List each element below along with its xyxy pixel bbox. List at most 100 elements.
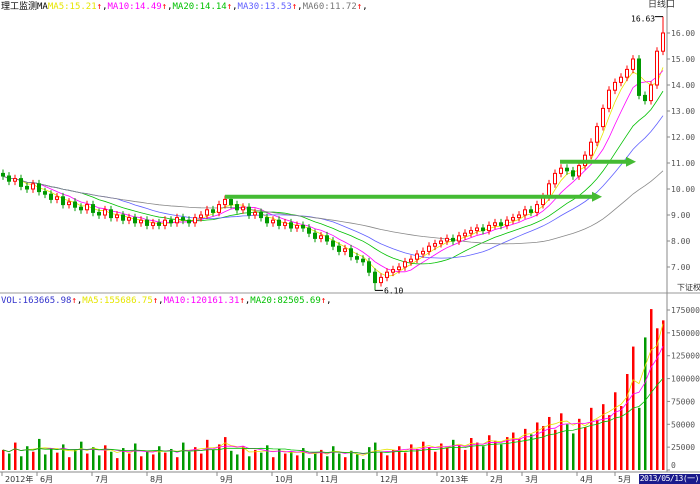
candle-down: [97, 211, 101, 216]
date-tick-label: 2013年: [440, 474, 468, 484]
volume-bar-up: [254, 449, 257, 470]
candle-down: [157, 222, 161, 226]
price-tick-label: 12.00: [671, 133, 695, 142]
candle-up: [67, 201, 71, 206]
candle-up: [343, 248, 347, 252]
candle-down: [121, 214, 125, 221]
price-tick-label: 7.00: [671, 263, 690, 272]
volume-bar-down: [230, 450, 233, 470]
date-tick-label: 7月: [95, 475, 108, 484]
volume-bar-down: [8, 453, 11, 470]
candle-up: [517, 214, 521, 219]
volume-bar-down: [26, 446, 29, 470]
volume-bar-up: [560, 413, 563, 470]
adjust-label[interactable]: 下证权: [677, 283, 700, 292]
candle-up: [295, 224, 299, 229]
price-tick-label: 15.00: [671, 55, 695, 64]
volume-bar-up: [392, 449, 395, 470]
date-tick-label: 11月: [320, 475, 338, 484]
ma5-value: MA5:15.21: [47, 2, 97, 12]
date-tick-label: 12月: [380, 475, 398, 484]
volume-bar-up: [620, 406, 623, 470]
volume-bar-up: [206, 439, 209, 470]
volume-bar-down: [92, 447, 95, 470]
candle-up: [391, 269, 395, 273]
candle-down: [643, 94, 647, 102]
volume-tick-label: 0: [671, 461, 676, 470]
candle-down: [1, 172, 5, 177]
candle-up: [253, 211, 257, 216]
volume-bar-up: [32, 451, 35, 470]
candle-down: [301, 224, 305, 229]
volume-bar-down: [374, 442, 377, 470]
volume-bar-up: [464, 449, 467, 470]
volume-bar-up: [140, 456, 143, 470]
candle-up: [535, 204, 539, 213]
volume-bar-up: [194, 447, 197, 470]
candle-up: [151, 222, 155, 226]
volume-bars: [2, 309, 665, 470]
volume-bar-up: [152, 454, 155, 470]
date-tick-label: 6月: [40, 475, 53, 484]
candle-down: [373, 271, 377, 284]
volume-bar-up: [614, 392, 617, 470]
volume-bar-down: [290, 451, 293, 470]
volume-bar-up: [584, 427, 587, 470]
period-label[interactable]: 日线口: [648, 0, 676, 10]
candle-down: [79, 206, 83, 211]
volume-bar-up: [512, 432, 515, 470]
candle-down: [349, 248, 353, 258]
volume-bar-up: [284, 453, 287, 470]
candle-down: [49, 193, 53, 200]
candle-down: [565, 167, 569, 172]
date-tick-label: 10月: [275, 475, 293, 484]
candle-up: [439, 240, 443, 245]
volume-bar-up: [536, 422, 539, 470]
volume-bar-up: [596, 419, 599, 470]
high-label: 16.63: [631, 15, 655, 24]
candle-down: [211, 209, 215, 213]
volume-ma10-line: [2, 346, 664, 455]
candle-down: [133, 217, 137, 224]
volume-bar-up: [386, 455, 389, 470]
volume-bar-up: [590, 407, 593, 470]
volume-bar-up: [656, 328, 659, 470]
price-tick-label: 14.00: [671, 81, 695, 90]
candle-down: [451, 237, 455, 242]
candle-up: [85, 204, 89, 211]
candle-down: [289, 222, 293, 229]
ma20-value: MA20:14.14: [172, 2, 227, 12]
price-tick-label: 10.00: [671, 185, 695, 194]
volume-bar-up: [440, 443, 443, 470]
candle-up: [559, 167, 563, 174]
candle-up: [385, 271, 389, 278]
candle-up: [607, 89, 611, 109]
volume-bar-up: [128, 453, 131, 470]
candle-up: [493, 222, 497, 226]
volume-bar-up: [404, 452, 407, 470]
candle-down: [169, 219, 173, 224]
volume-tick-label: 100000: [671, 375, 700, 384]
candle-up: [223, 198, 227, 206]
volume-bar-up: [68, 457, 71, 470]
volume-bar-up: [398, 446, 401, 470]
candle-up: [163, 219, 167, 226]
date-tick-label: 5月: [618, 475, 631, 484]
volume-bar-down: [500, 444, 503, 470]
volume-bar-down: [146, 450, 149, 470]
volume-bar-down: [188, 451, 191, 470]
volume-bar-up: [176, 457, 179, 470]
candle-up: [397, 266, 401, 271]
volume-bar-up: [434, 451, 437, 470]
stock-name: 理工监测: [1, 2, 38, 12]
candle-up: [319, 235, 323, 239]
candle-up: [619, 76, 623, 83]
date-tick-label: 2月: [490, 475, 503, 484]
candle-up: [139, 219, 143, 224]
candle-up: [283, 222, 287, 226]
volume-bar-up: [410, 444, 413, 470]
price-tick-label: 11.00: [671, 159, 695, 168]
candle-down: [19, 178, 23, 187]
volume-bar-down: [80, 441, 83, 470]
candle-up: [421, 250, 425, 255]
